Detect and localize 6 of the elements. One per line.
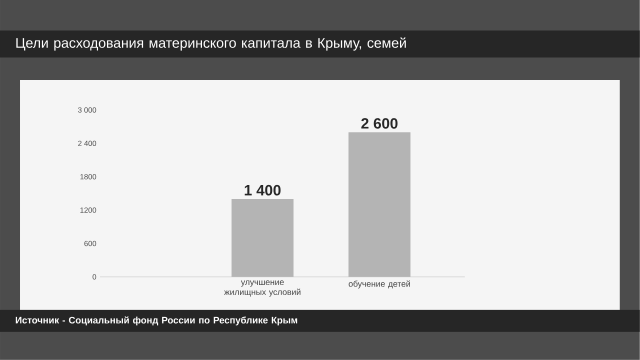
data-label: 2 600 [361,118,398,129]
text: Источник - Социальный фонд России по Республике Крым [16,316,298,326]
chart-title: Цели расходования материнского капитала в Крыму, семей [16,37,406,51]
x-tick-label: обучение детей [348,280,410,289]
x-tick-label: улучшение жилищных условий [224,280,300,297]
data-label: 1 400 [244,184,281,196]
